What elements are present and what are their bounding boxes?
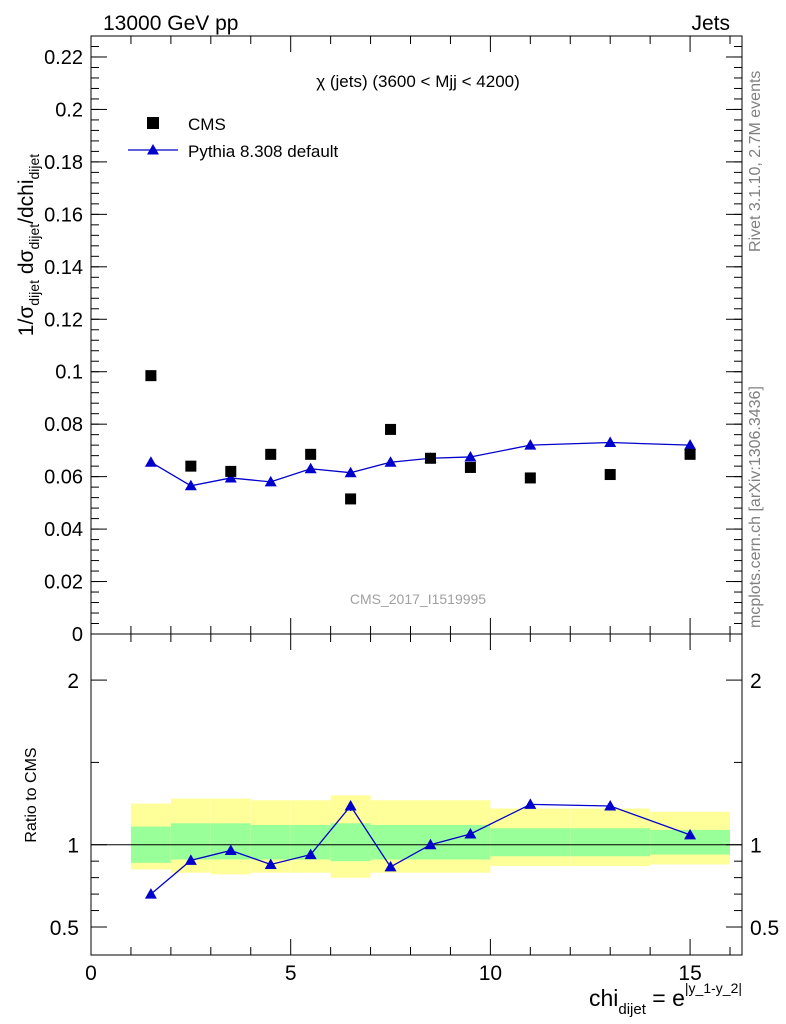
pythia-point — [384, 456, 397, 467]
ratio-ytick-label: 0.5 — [50, 917, 79, 940]
main-ytick-label: 0.02 — [44, 572, 83, 594]
pythia-point — [464, 450, 477, 462]
legend-pythia-marker — [147, 144, 159, 155]
cms-point — [145, 370, 157, 382]
cms-point — [385, 423, 397, 435]
ratio-ytick-label-right: 0.5 — [750, 917, 779, 940]
main-ytick-label: 0 — [72, 624, 83, 646]
ratio-panel: 0.5 0.5 1 1 2 2 0 5 10 15 — [50, 633, 779, 985]
header-left: 13000 GeV pp — [103, 12, 238, 35]
main-ylabel: 1/σdijet dσdijet/dchidijet — [15, 154, 42, 336]
ratio-band-inner — [490, 828, 571, 857]
ratio-band-inner — [370, 824, 411, 860]
ratio-ylabel: Ratio to CMS — [23, 747, 40, 842]
main-ytick-label: 0.2 — [55, 99, 83, 121]
ratio-point — [604, 800, 617, 811]
ratio-frame — [90, 633, 743, 956]
main-ytick-label: 0.1 — [55, 362, 83, 384]
ratio-point — [524, 798, 537, 809]
main-ytick-label: 0.08 — [44, 414, 83, 436]
cms-point — [464, 461, 476, 473]
main-ytick-label: 0.12 — [44, 309, 83, 331]
xtick-label: 5 — [285, 962, 297, 985]
pythia-point — [344, 466, 357, 478]
ratio-line — [150, 803, 691, 895]
pythia-point — [184, 479, 197, 491]
ratio-ytick-label-right: 2 — [750, 670, 762, 693]
cms-point — [424, 452, 436, 464]
legend-cms-marker — [147, 117, 159, 129]
ratio-ytick-label-right: 1 — [750, 835, 762, 858]
mcplots-label: mcplots.cern.ch [arXiv:1306.3436] — [747, 386, 764, 628]
ratio-point — [424, 838, 437, 850]
legend: CMS Pythia 8.308 default — [128, 115, 339, 161]
main-ytick-label: 0.18 — [44, 152, 83, 174]
cms-point — [225, 465, 237, 477]
main-ytick-label: 0.04 — [44, 519, 83, 541]
cms-point — [345, 493, 357, 505]
ratio-point — [144, 888, 157, 899]
pythia-line — [150, 441, 691, 487]
main-ytick-label: 0.06 — [44, 467, 83, 489]
xtick-label: 15 — [678, 962, 701, 985]
x-axis-label: chidijet = e|y_1-y_2| — [589, 980, 742, 1018]
cms-point — [185, 460, 197, 472]
main-ytick-label: 0.16 — [44, 204, 83, 226]
ratio-point — [384, 860, 397, 872]
header-right: Jets — [691, 12, 730, 35]
ratio-ytick-label: 1 — [67, 835, 79, 858]
pythia-point — [224, 471, 237, 483]
cms-point — [265, 448, 277, 460]
main-ytick-label: 0.14 — [44, 257, 83, 279]
pythia-point — [264, 475, 277, 487]
legend-pythia-label: Pythia 8.308 default — [188, 142, 339, 161]
pythia-point — [684, 439, 697, 450]
main-panel: χ (jets) (3600 < Mjj < 4200) CMS_2017_I1… — [44, 35, 743, 646]
ratio-point — [464, 828, 477, 839]
cms-point — [524, 472, 536, 484]
ratio-point — [264, 858, 277, 869]
ratio-point — [304, 848, 317, 860]
pythia-point — [144, 456, 157, 467]
cms-point — [604, 469, 616, 481]
ratio-point — [224, 844, 237, 855]
cms-point — [684, 448, 696, 460]
ratio-band-inner — [330, 823, 371, 862]
pythia-point — [304, 462, 317, 474]
xtick-label: 0 — [85, 962, 97, 985]
pythia-point — [524, 439, 537, 450]
rivet-label: Rivet 3.1.10, 2.7M events — [747, 71, 764, 252]
xtick-label: 10 — [479, 962, 502, 985]
cms-point — [305, 448, 317, 460]
ratio-band-inner — [250, 824, 291, 860]
ratio-point — [184, 854, 197, 865]
ratio-ytick-label: 2 — [67, 670, 79, 693]
ratio-point — [344, 800, 357, 811]
ratio-point — [684, 828, 697, 840]
ratio-band-inner — [170, 823, 211, 860]
pythia-point — [604, 436, 617, 448]
main-ytick-label: 0.22 — [44, 47, 83, 69]
legend-cms-label: CMS — [188, 115, 226, 134]
ratio-band-inner — [570, 828, 651, 857]
watermark: CMS_2017_I1519995 — [350, 591, 486, 607]
main-title: χ (jets) (3600 < Mjj < 4200) — [316, 72, 520, 91]
